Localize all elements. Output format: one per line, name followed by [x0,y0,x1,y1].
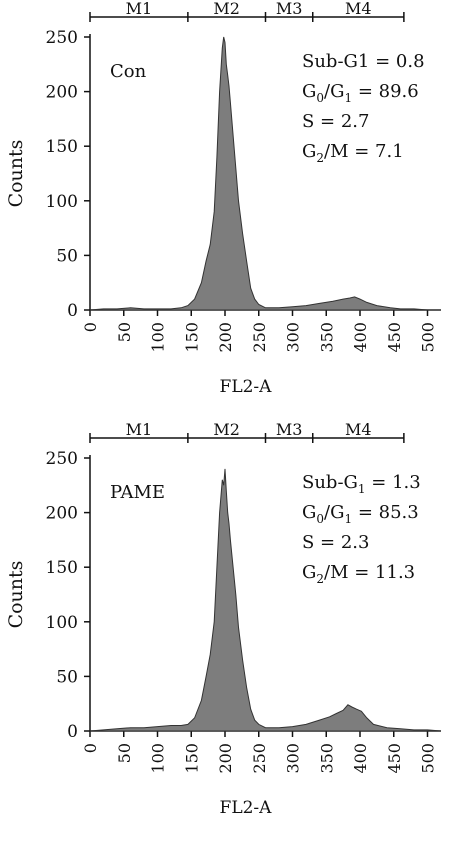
stat-line: Sub-G1 = 1.3 [302,472,421,496]
x-tick-label: 300 [284,322,303,353]
stat-text: /G [324,81,344,102]
x-tick-label: 400 [351,743,370,774]
marker-label: M1 [126,421,153,439]
sample-label: PAME [110,482,165,503]
stat-line: G2/M = 11.3 [302,562,415,586]
x-tick-label: 200 [216,743,235,774]
stat-line: Sub-G1 = 0.8 [302,51,425,72]
x-tick-label: 50 [115,743,134,763]
y-tick-label: 150 [46,558,78,578]
stat-line: G2/M = 7.1 [302,141,404,165]
stat-subscript: 1 [344,512,352,526]
stat-text: 1 = 0.8 [358,51,425,72]
y-tick-label: 200 [46,504,78,524]
y-tick-label: 0 [67,301,78,321]
x-tick-label: 150 [182,322,201,353]
y-tick-label: 100 [46,192,78,212]
marker-label: M3 [276,0,303,18]
x-tick-label: 50 [115,322,134,342]
stat-line: S = 2.7 [302,111,369,132]
histogram-panel-con: M1 M2 M3 M4 0 50 100 150 200 250 0 50 100 150 200 250 30… [0,0,456,421]
x-tick-label: 200 [216,322,235,353]
stat-text: /M = 7.1 [324,141,404,162]
stat-text: = 85.3 [352,502,419,523]
x-tick-label: 100 [149,743,168,774]
stat-subscript: 1 [344,91,352,105]
stat-text: G [302,81,316,102]
x-tick-label: 100 [149,322,168,353]
x-tick-label: 150 [182,743,201,774]
sample-label: Con [110,61,147,82]
y-tick-label: 100 [46,613,78,633]
x-tick-label: 350 [317,743,336,774]
marker-label: M4 [345,421,372,439]
marker-bar: M1 M2 M3 M4 [89,420,405,443]
x-axis-label: FL2-A [220,798,273,818]
x-tick-label: 250 [250,322,269,353]
x-tick-label: 350 [317,322,336,353]
stat-text: S = 2.7 [302,111,369,132]
marker-label: M3 [276,421,303,439]
y-tick-label: 250 [46,28,78,48]
x-tick-label: 400 [351,322,370,353]
stat-text: G [302,562,316,583]
y-tick-label: 0 [67,722,78,742]
y-axis-label: Counts [5,140,27,208]
marker-label: M1 [126,0,153,18]
stat-text: G [302,141,316,162]
marker-label: M2 [213,0,240,18]
stat-line: G0/G1 = 89.6 [302,81,419,105]
marker-label: M4 [345,0,372,18]
x-tick-label: 500 [419,322,438,353]
y-tick-label: 50 [56,667,78,687]
y-tick-label: 250 [46,449,78,469]
x-tick-label: 450 [385,322,404,353]
stat-text: Sub-G [302,51,358,72]
stat-subscript: 2 [316,572,324,586]
x-tick-label: 450 [385,743,404,774]
stat-text: = 89.6 [352,81,419,102]
stat-subscript: 0 [316,91,324,105]
histogram-panel-pame: M1 M2 M3 M4 0 50 100 150 200 250 0 50 100 150 200 250 30… [0,420,456,842]
histogram-area [89,36,441,311]
stat-text: Sub-G [302,472,358,493]
stat-subscript: 2 [316,151,324,165]
stat-line: G0/G1 = 85.3 [302,502,419,526]
x-tick-label: 0 [81,743,100,753]
stat-text: S = 2.3 [302,532,369,553]
stat-subscript: 0 [316,512,324,526]
x-tick-label: 300 [284,743,303,774]
y-tick-label: 200 [46,83,78,103]
histogram-area [89,468,442,732]
stat-text: = 1.3 [366,472,421,493]
y-tick-label: 150 [46,137,78,157]
stat-subscript: 1 [358,482,366,496]
y-tick-label: 50 [56,246,78,266]
marker-bar: M1 M2 M3 M4 [89,0,405,22]
stat-text: G [302,502,316,523]
y-axis-label: Counts [5,561,27,629]
stat-text: /M = 11.3 [324,562,415,583]
x-tick-label: 0 [81,322,100,332]
marker-label: M2 [213,421,240,439]
stat-line: S = 2.3 [302,532,369,553]
x-tick-label: 250 [250,743,269,774]
stat-text: /G [324,502,344,523]
x-axis-label: FL2-A [220,377,273,397]
x-tick-label: 500 [419,743,438,774]
